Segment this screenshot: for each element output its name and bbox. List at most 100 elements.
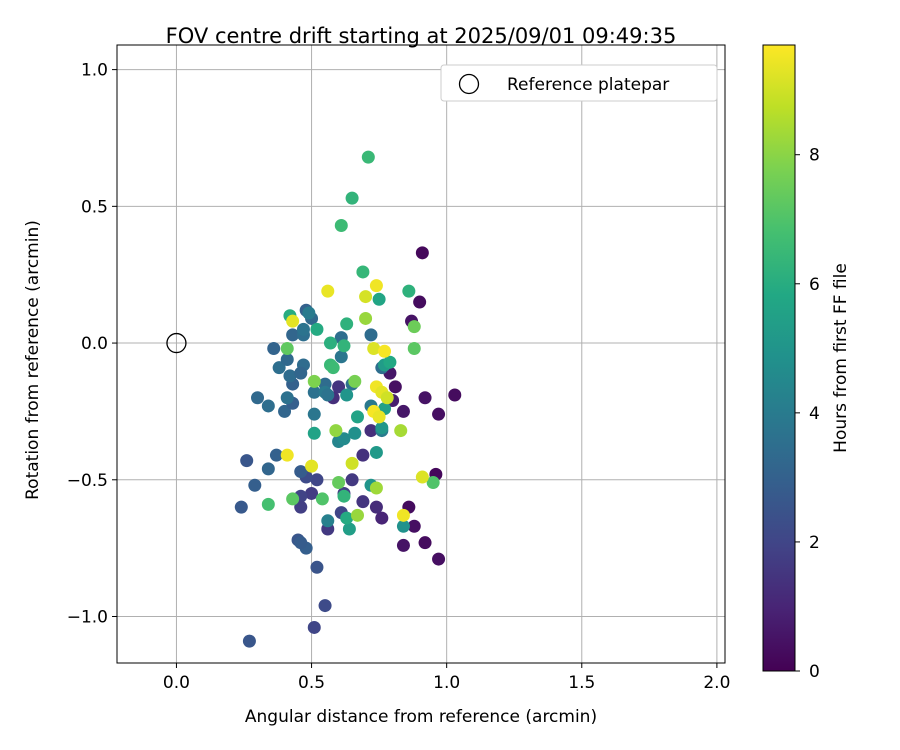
data-point (364, 424, 378, 438)
data-point (407, 519, 421, 533)
data-point (280, 342, 294, 356)
data-point (334, 350, 348, 364)
data-point (286, 328, 300, 342)
colorbar-label: Hours from first FF file (831, 263, 851, 453)
data-point (448, 388, 462, 402)
reference-point-marker (166, 332, 187, 354)
data-point (321, 388, 335, 402)
data-point (337, 432, 351, 446)
data-point (415, 246, 429, 260)
plot-frame (116, 44, 726, 664)
data-point (345, 456, 359, 470)
data-point (242, 634, 256, 648)
x-tick-label: 1.5 (568, 673, 595, 693)
x-tick-label: 2.0 (703, 673, 730, 693)
data-point (329, 424, 343, 438)
data-point (345, 473, 359, 487)
data-point (407, 342, 421, 356)
data-point (388, 380, 402, 394)
data-point (251, 391, 265, 405)
data-point (283, 369, 297, 383)
data-point (356, 265, 370, 279)
data-point (310, 322, 324, 336)
data-point (302, 306, 316, 320)
y-axis-label: Rotation from reference (arcmin) (23, 220, 43, 500)
data-point (296, 322, 310, 336)
data-point (356, 448, 370, 462)
data-point (261, 462, 275, 476)
data-point (396, 538, 410, 552)
legend: Reference platepar (440, 64, 718, 102)
data-point (307, 426, 321, 440)
data-point (294, 536, 308, 550)
data-point (307, 620, 321, 634)
legend-label: Reference platepar (507, 75, 669, 95)
y-tick-label: 0.5 (81, 197, 108, 217)
data-point (310, 473, 324, 487)
data-point (261, 497, 275, 511)
legend-marker (458, 73, 480, 95)
colorbar-tick-label: 0 (809, 662, 820, 682)
colorbar-tick-label: 8 (809, 146, 820, 166)
data-point (286, 314, 300, 328)
data-point (345, 191, 359, 205)
data-point (332, 476, 346, 490)
data-point (280, 448, 294, 462)
data-point (396, 508, 410, 522)
data-point (280, 391, 294, 405)
y-axis-ticks: −1.0 −0.5 0.0 0.5 1.0 (67, 61, 117, 628)
data-point (432, 407, 446, 421)
data-point (432, 552, 446, 566)
data-point (234, 500, 248, 514)
data-point (269, 448, 283, 462)
x-tick-label: 0.5 (298, 673, 325, 693)
data-point (375, 511, 389, 525)
data-point (321, 514, 335, 528)
data-point (378, 344, 392, 358)
data-point (337, 339, 351, 353)
data-point (415, 470, 429, 484)
data-point (369, 500, 383, 514)
data-point (294, 500, 308, 514)
data-point (332, 380, 346, 394)
colorbar-gradient (762, 44, 796, 672)
data-point (340, 511, 354, 525)
data-point (350, 508, 364, 522)
y-tick-label: 0.0 (81, 334, 108, 354)
data-point (348, 426, 362, 440)
data-point (305, 459, 319, 473)
data-point (286, 492, 300, 506)
data-point (359, 311, 373, 325)
data-point (394, 424, 408, 438)
data-point (426, 476, 440, 490)
data-point (321, 284, 335, 298)
data-point (367, 342, 381, 356)
chart-title: FOV centre drift starting at 2025/09/01 … (166, 24, 677, 48)
data-point (318, 599, 332, 613)
data-point (272, 361, 286, 375)
colorbar: 0 2 4 6 8 Hours from first FF file (762, 44, 851, 682)
x-axis-ticks: 0.0 0.5 1.0 1.5 2.0 (163, 663, 730, 693)
data-point (305, 486, 319, 500)
gridlines (117, 45, 725, 663)
y-tick-label: −1.0 (67, 608, 108, 628)
data-point (340, 317, 354, 331)
data-point (337, 489, 351, 503)
data-point (294, 465, 308, 479)
data-point (361, 150, 375, 164)
data-point (369, 481, 383, 495)
data-point (364, 328, 378, 342)
data-point (342, 522, 356, 536)
data-point (359, 290, 373, 304)
x-axis-label: Angular distance from reference (arcmin) (245, 707, 597, 727)
data-point (294, 366, 308, 380)
data-point (240, 454, 254, 468)
data-point (372, 410, 386, 424)
data-point (418, 536, 432, 550)
x-tick-label: 0.0 (163, 673, 190, 693)
data-point (307, 385, 321, 399)
data-point (369, 279, 383, 293)
colorbar-tick-label: 6 (809, 275, 820, 295)
colorbar-tick-label: 4 (809, 404, 820, 424)
